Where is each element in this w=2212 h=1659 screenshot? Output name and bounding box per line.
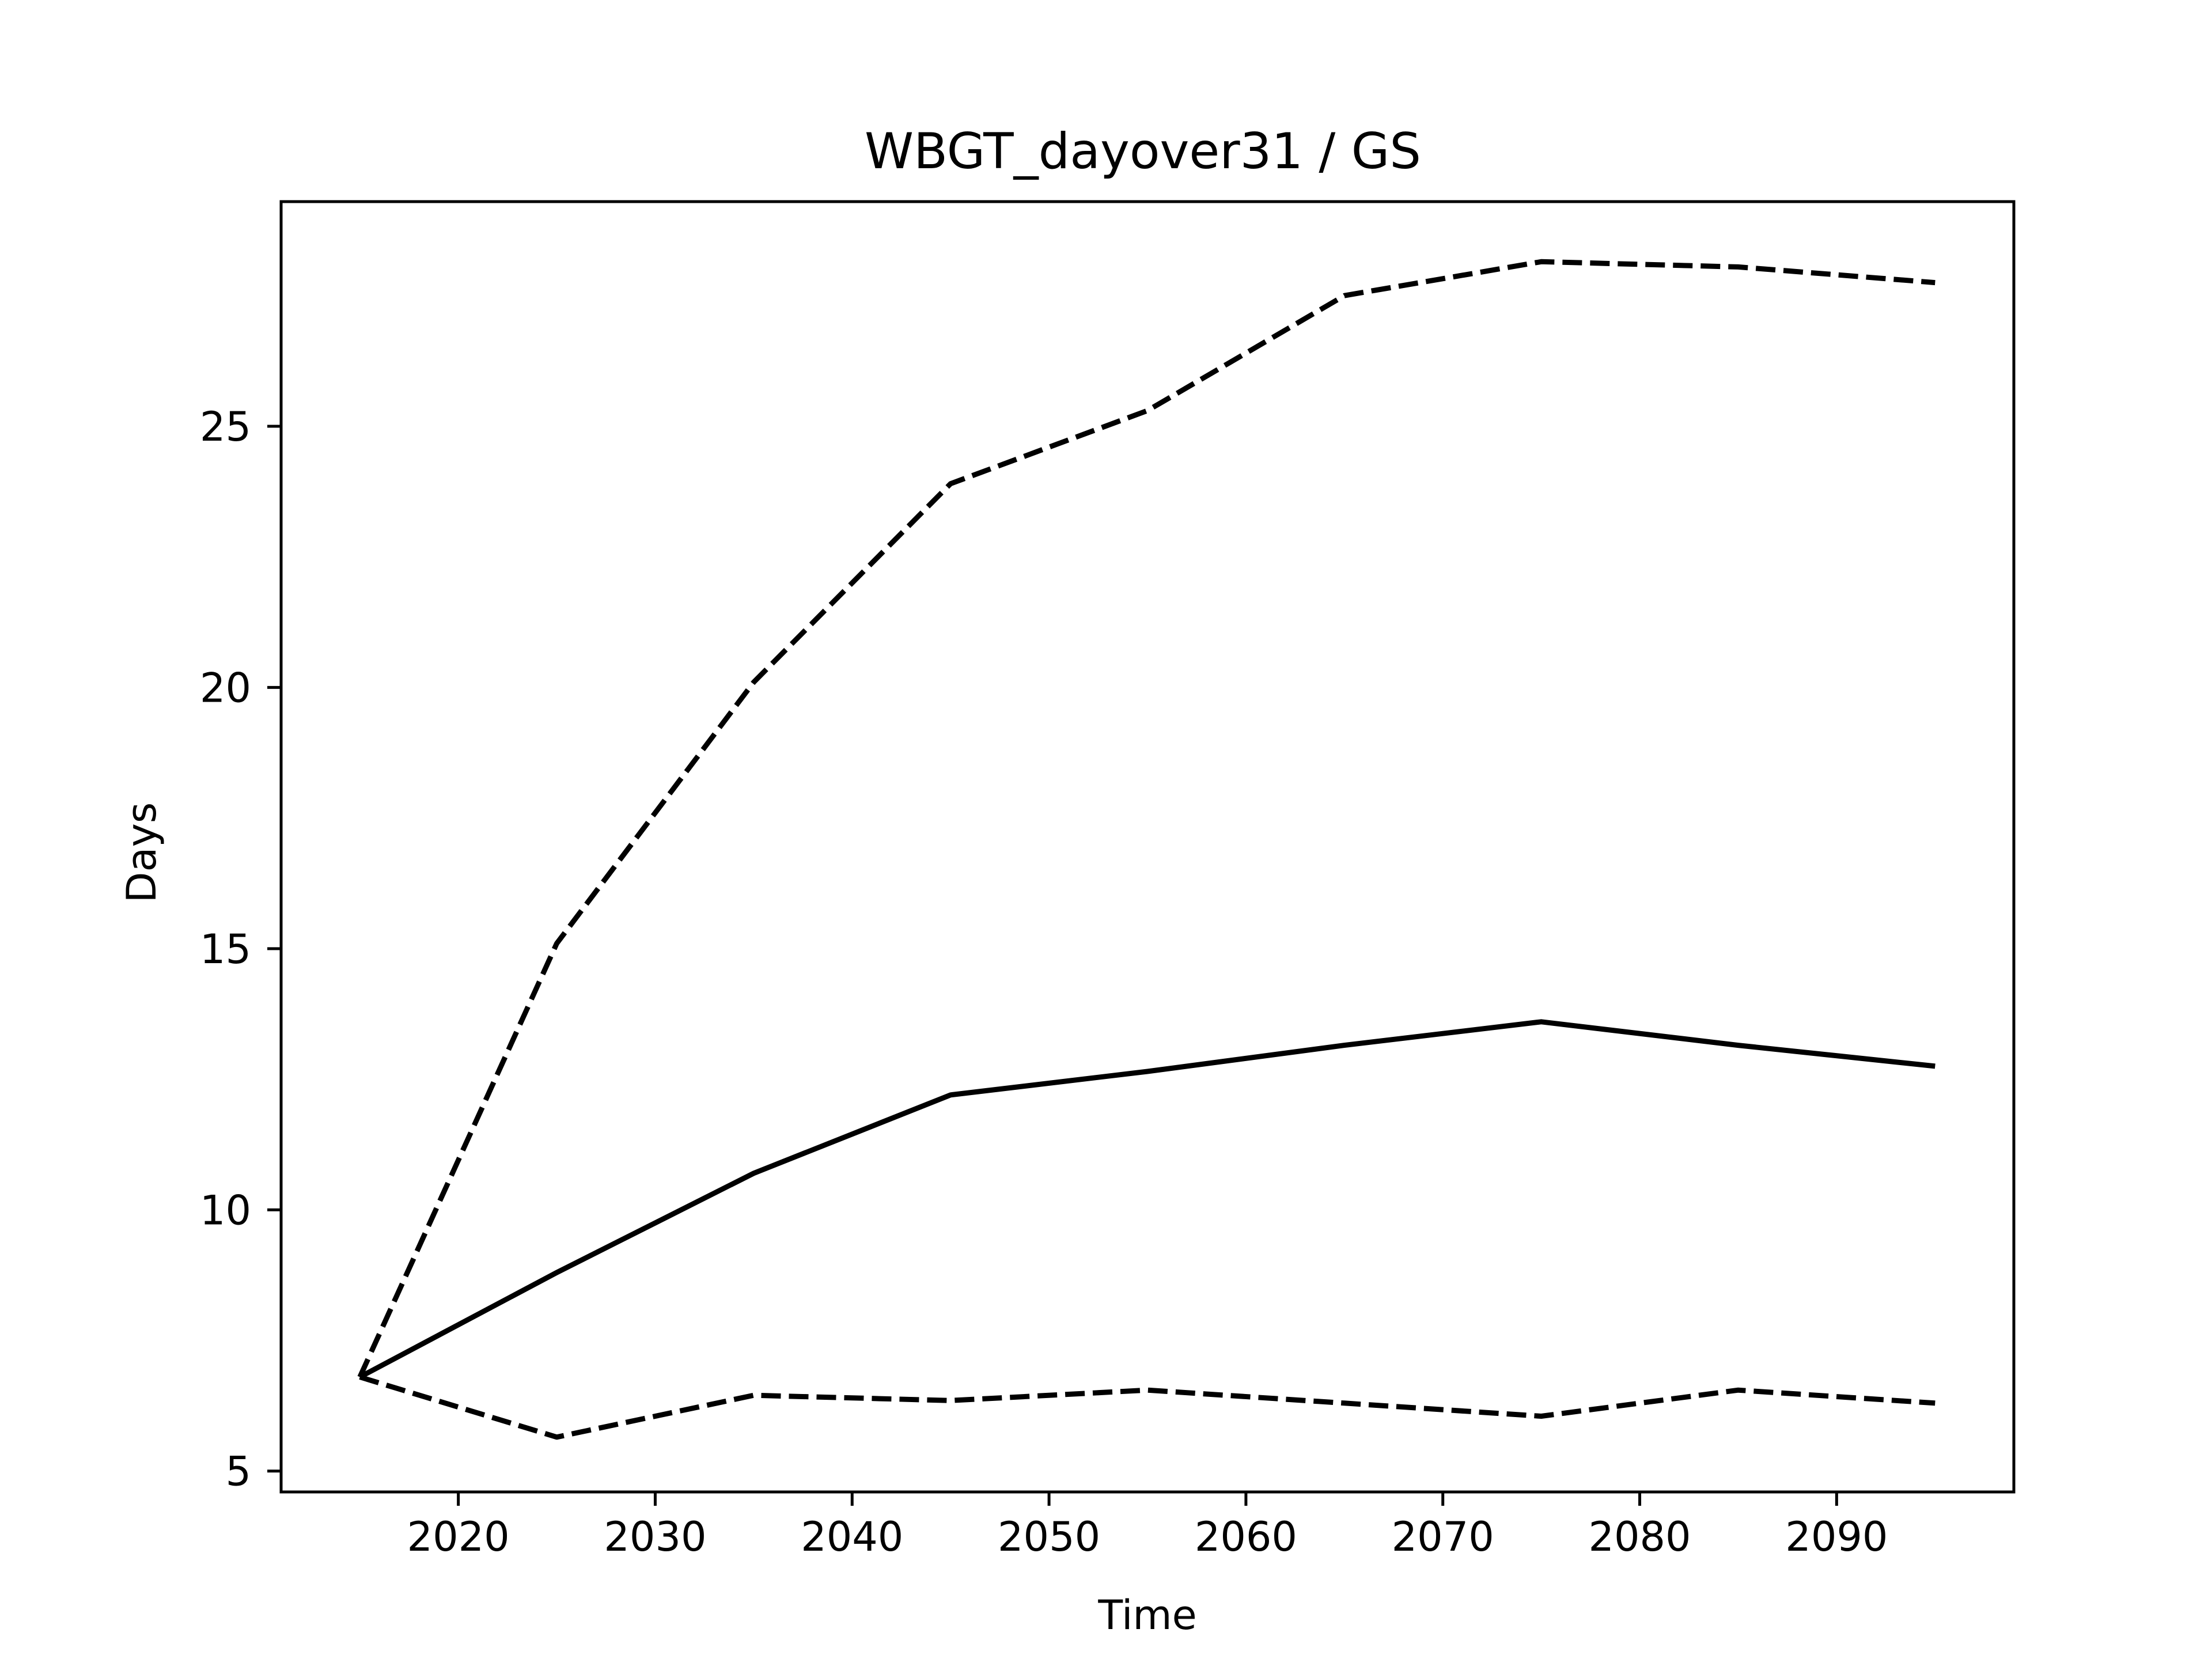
y-axis-label: Days <box>118 802 165 903</box>
x-axis-label: Time <box>1097 1592 1196 1639</box>
plot-area-frame <box>279 200 2016 1494</box>
series-2-line <box>357 259 1936 1378</box>
y-tick-label: 25 <box>200 403 251 450</box>
series-layer <box>357 259 1936 1440</box>
y-tick-label: 5 <box>225 1448 251 1495</box>
y-tick-label: 10 <box>200 1187 251 1234</box>
x-tick-label: 2020 <box>407 1513 510 1560</box>
ticks-layer: 2020 2030 2040 2050 2060 2070 2080 2090 5 10 15 20 2… <box>200 403 1888 1560</box>
x-tick-label: 2070 <box>1392 1513 1494 1560</box>
chart-title: WBGT_dayover31 / GS <box>865 123 1421 180</box>
x-tick-label: 2050 <box>998 1513 1100 1560</box>
x-tick-label: 2030 <box>604 1513 706 1560</box>
series-3-line <box>359 1374 1936 1440</box>
series-1-line <box>358 1019 1936 1380</box>
y-tick-label: 20 <box>200 664 251 711</box>
x-tick-label: 2090 <box>1785 1513 1888 1560</box>
x-tick-label: 2040 <box>801 1513 903 1560</box>
x-tick-label: 2080 <box>1588 1513 1691 1560</box>
x-tick-label: 2060 <box>1195 1513 1297 1560</box>
y-tick-label: 15 <box>200 926 251 973</box>
